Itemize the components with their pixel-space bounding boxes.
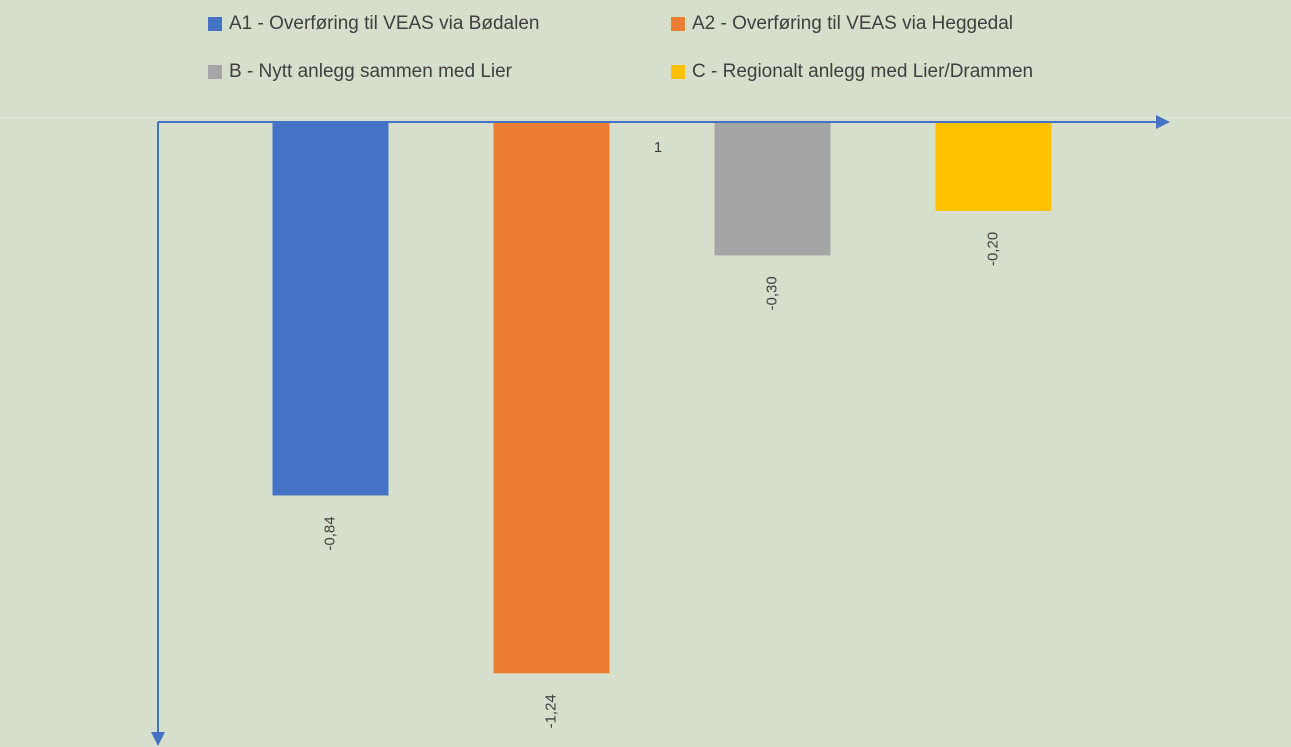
- legend-swatch: [208, 65, 222, 79]
- data-label: -1,24: [542, 694, 559, 728]
- legend-swatch: [208, 17, 222, 31]
- y-axis-arrow: [151, 732, 165, 746]
- x-tick-label: 1: [654, 139, 662, 156]
- data-label: -0,30: [763, 276, 780, 310]
- legend-label: B - Nytt anlegg sammen med Lier: [229, 61, 513, 82]
- legend-label: C - Regionalt anlegg med Lier/Drammen: [692, 61, 1033, 82]
- data-label: -0,84: [321, 516, 338, 550]
- bar: [272, 122, 389, 496]
- bars: [272, 122, 1052, 674]
- legend-swatch: [671, 17, 685, 31]
- bar: [493, 122, 610, 674]
- legend-label: A2 - Overføring til VEAS via Heggedal: [692, 13, 1013, 34]
- legend-label: A1 - Overføring til VEAS via Bødalen: [229, 13, 539, 34]
- x-axis-arrow: [1156, 115, 1170, 129]
- bar: [935, 122, 1052, 211]
- legend-swatch: [671, 65, 685, 79]
- bar: [714, 122, 831, 256]
- data-label: -0,20: [984, 232, 1001, 266]
